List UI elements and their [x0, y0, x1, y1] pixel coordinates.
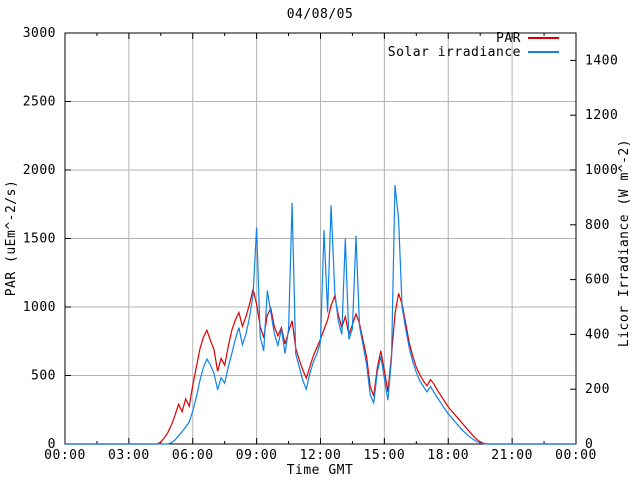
y-right-tick-label: 0	[585, 437, 593, 452]
legend-solar-label: Solar irradiance	[388, 45, 521, 60]
y-right-tick-label: 1200	[585, 108, 618, 123]
chart-title: 04/08/05	[287, 7, 354, 22]
x-tick-label: 15:00	[364, 448, 406, 463]
data-series	[65, 185, 576, 445]
legend-par-label: PAR	[496, 31, 521, 46]
y-left-axis-label: PAR (uEm^-2/s)	[4, 180, 19, 297]
y-left-tick-label: 2000	[23, 163, 56, 178]
y-left-tick-label: 1500	[23, 232, 56, 247]
x-axis-label: Time GMT	[287, 463, 354, 478]
solar-irradiance-series-line	[65, 185, 576, 445]
x-tick-label: 18:00	[427, 448, 469, 463]
y-right-axis-label: Licor Irradiance (W m^-2)	[617, 139, 632, 347]
x-tick-label: 06:00	[172, 448, 214, 463]
y-right-tick-label: 200	[585, 382, 610, 397]
legend: PAR Solar irradiance	[388, 31, 559, 60]
x-tick-label: 00:00	[44, 448, 86, 463]
x-tick-label: 03:00	[108, 448, 150, 463]
y-left-tick-label: 2500	[23, 95, 56, 110]
y-right-tick-label: 600	[585, 273, 610, 288]
grid-lines	[65, 33, 576, 444]
x-tick-label: 12:00	[300, 448, 342, 463]
y-right-tick-label: 1400	[585, 53, 618, 68]
y-right-tick-label: 800	[585, 218, 610, 233]
tick-labels: 00:00 03:00 06:00 09:00 12:00 15:00 18:00 21:00…	[23, 26, 618, 463]
x-tick-label: 21:00	[491, 448, 533, 463]
plot-border	[64, 32, 577, 445]
y-right-tick-label: 400	[585, 327, 610, 342]
y-left-tick-label: 3000	[23, 26, 56, 41]
x-tick-label: 09:00	[236, 448, 278, 463]
y-left-tick-label: 1000	[23, 300, 56, 315]
x-tick-label: 00:00	[555, 448, 597, 463]
y-right-tick-label: 1000	[585, 163, 618, 178]
y-left-tick-label: 0	[48, 437, 56, 452]
y-left-tick-label: 500	[31, 369, 56, 384]
